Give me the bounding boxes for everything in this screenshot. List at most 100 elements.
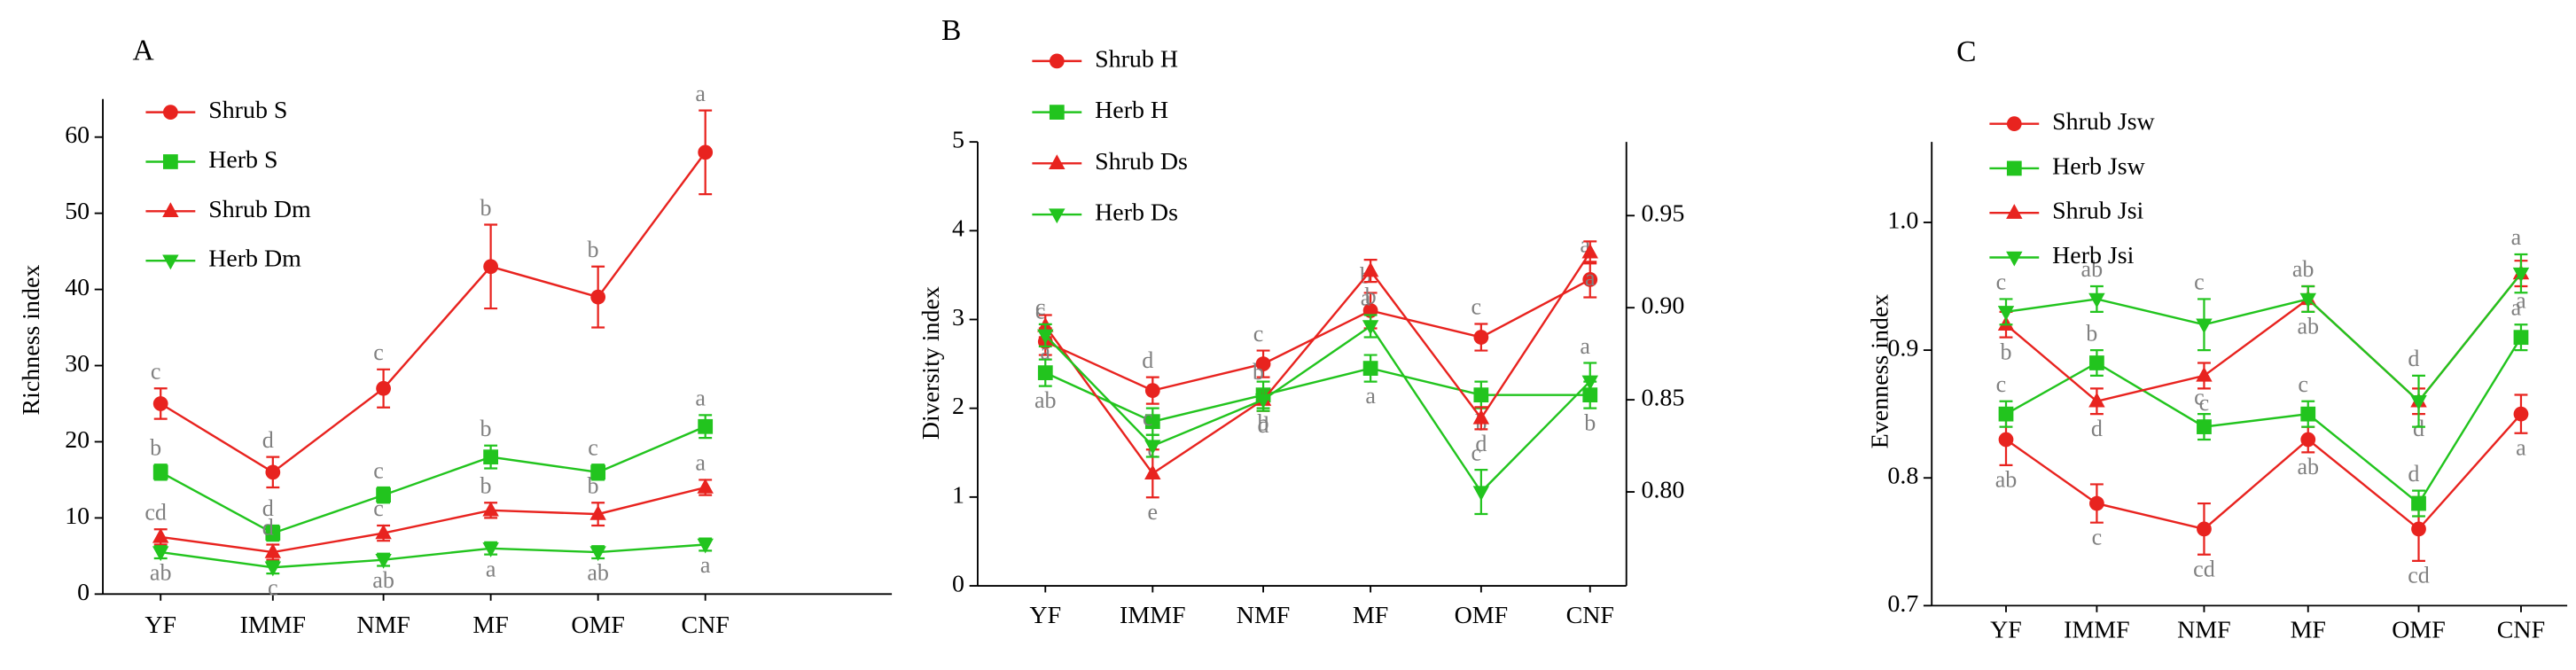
significance-letter: b [2000,339,2011,364]
marker [1581,243,1598,259]
significance-letter: ab [1034,387,1057,413]
y-axis-label: Richness index [18,265,45,416]
series-line [2005,272,2522,403]
marker [483,259,498,275]
marker [1255,356,1271,371]
significance-letter: c [1035,294,1046,320]
series-line [1044,324,1591,494]
y-tick-label: 4 [952,215,964,243]
x-tick-label: CNF [682,612,730,639]
significance-letter: c [268,575,278,601]
marker [1362,261,1379,277]
significance-letter: a [695,450,706,476]
marker [2089,355,2104,370]
significance-letter: b [1253,359,1264,385]
marker [1998,406,2014,422]
significance-letter: e [1148,499,1159,525]
significance-letter: c [373,495,384,521]
significance-letter: ab [372,567,394,593]
legend-label: Herb Jsi [2052,242,2135,269]
marker [265,526,281,541]
significance-letter: a [486,556,496,581]
x-tick-label: NMF [356,612,410,639]
significance-letter: b [1365,284,1377,309]
x-tick-label: IMMF [2064,617,2129,644]
marker [1049,105,1065,120]
significance-letter: d [2408,346,2419,371]
significance-letter: b [480,195,492,221]
x-tick-label: OMF [571,612,625,639]
marker [375,553,392,569]
series-line [1044,278,1591,392]
significance-letter: a [695,386,706,411]
marker [2411,521,2426,537]
marker [264,561,282,577]
panel-title: A [133,34,154,66]
marker [1997,306,2015,321]
marker [2300,406,2316,422]
marker [1362,361,1378,376]
significance-letter: b [588,237,599,262]
marker [697,478,714,494]
marker [152,396,168,411]
significance-letter: b [1584,409,1596,435]
marker [2196,366,2213,382]
marker [1581,375,1598,391]
significance-letter: c [2194,384,2205,409]
significance-letter: a [1040,339,1050,364]
marker [2197,521,2212,537]
significance-letter: c [151,359,161,385]
marker [162,254,179,270]
significance-letter: b [480,416,492,441]
marker [2006,160,2022,176]
marker [1144,440,1161,456]
marker [2513,406,2529,422]
marker [482,501,499,517]
series-line [2005,337,2522,505]
marker [152,527,169,543]
marker [1049,154,1066,170]
x-tick-label: NMF [1237,602,1291,629]
significance-letter: b [150,434,161,460]
x-tick-label: CNF [1566,602,1614,629]
significance-letter: ab [150,560,172,586]
significance-letter: d [2408,461,2419,487]
marker [2300,432,2316,448]
significance-letter: a [1365,383,1376,409]
marker [589,505,606,520]
marker [2513,330,2529,346]
series-line [160,152,706,474]
marker [264,543,282,558]
marker [2197,419,2212,434]
significance-letter: b [480,472,492,498]
significance-letter: b [588,472,599,498]
y2-tick-label: 0.95 [1641,200,1684,228]
marker [2196,318,2213,334]
significance-letter: cd [2408,563,2430,588]
marker [2089,495,2104,511]
significance-letter: a [2516,288,2526,314]
legend-label: Shrub Dm [208,196,311,223]
marker [376,380,391,396]
significance-letter: cd [2193,556,2215,581]
x-tick-label: MF [2291,617,2326,644]
x-tick-label: IMMF [1120,602,1185,629]
significance-letter: ab [2292,256,2314,282]
legend-label: Shrub S [208,97,287,124]
marker [1037,365,1053,380]
significance-letter: a [1580,333,1590,359]
significance-letter: d [262,515,274,541]
marker [2006,204,2023,219]
x-tick-label: MF [472,612,508,639]
significance-letter: c [1035,299,1046,324]
marker [265,464,281,480]
marker [2006,116,2022,132]
significance-letter: c [588,434,598,460]
marker [483,449,498,465]
series-line [160,543,706,569]
legend-label: Shrub Jsi [2052,198,2143,225]
marker [162,202,179,218]
marker [1362,320,1379,336]
legend-label: Shrub Jsw [2052,108,2155,136]
significance-letter: a [2511,294,2522,320]
